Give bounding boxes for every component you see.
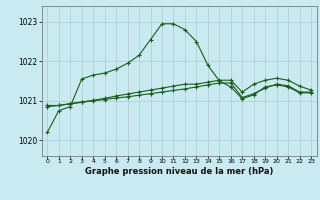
X-axis label: Graphe pression niveau de la mer (hPa): Graphe pression niveau de la mer (hPa) <box>85 167 273 176</box>
